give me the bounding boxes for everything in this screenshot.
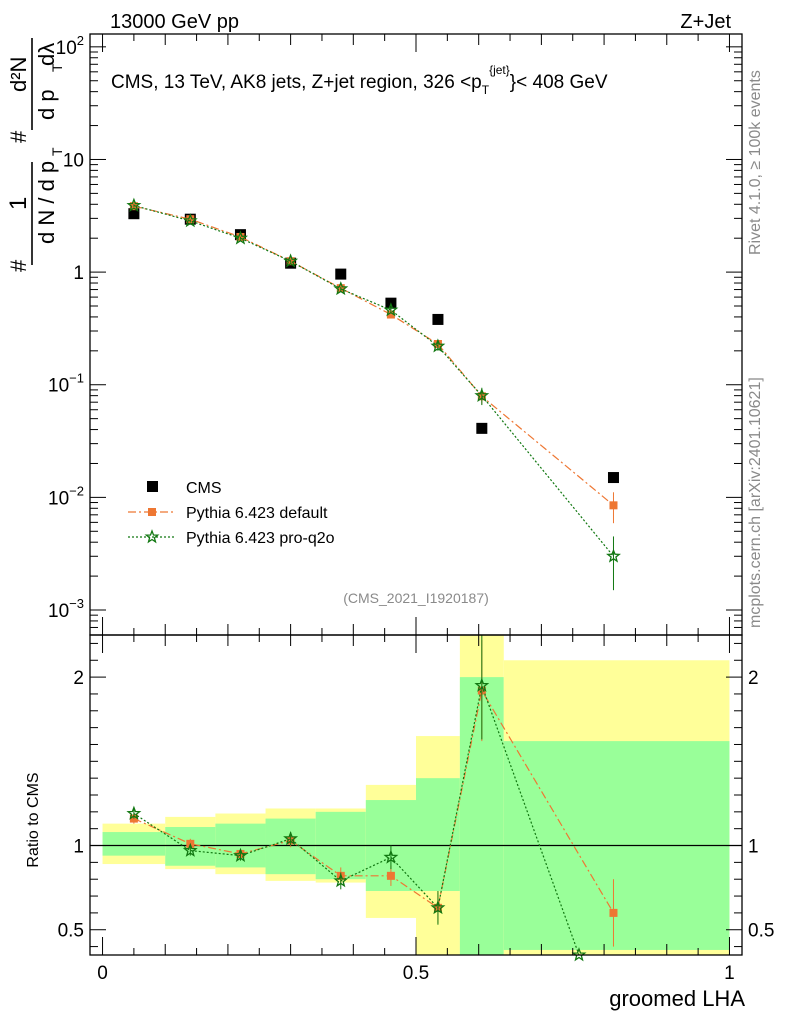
ylabel-numerator: d²N <box>6 57 31 92</box>
proq2o-ratio-point-2 <box>233 847 248 862</box>
ylabel-denominator: d N / d p <box>34 161 59 244</box>
cms-point-0 <box>128 208 140 220</box>
legend: CMS Pythia 6.423 default Pythia 6.423 pr… <box>128 480 335 547</box>
proq2o-top-point-2 <box>233 230 248 245</box>
ytick-label-top-1: 10−2 <box>48 483 84 509</box>
proq2o-top-point-6 <box>430 338 446 353</box>
header-right: Z+Jet <box>680 11 731 33</box>
ylabel-hash-2: # <box>6 130 31 143</box>
proq2o-top-line <box>133 204 614 557</box>
legend-marker-default <box>128 508 174 516</box>
ratio-uncertainty-bands <box>90 635 742 955</box>
default-ratio-point-8 <box>609 908 618 917</box>
proq2o-ratio-point-6 <box>430 899 446 915</box>
xtick-label-1: 0.5 <box>403 963 429 984</box>
proq2o-ratio-point-4 <box>333 873 349 888</box>
data-marks <box>126 197 621 962</box>
legend-label-cms: CMS <box>186 480 222 497</box>
proq2o-top-point-8 <box>606 548 621 563</box>
ylabel-one: 1 <box>5 197 32 210</box>
proq2o-ratio-point-7 <box>474 677 490 692</box>
ratio-ytick-label-right-1: 1 <box>748 837 759 858</box>
proq2o-top-point-4 <box>333 281 349 296</box>
ytick-label-top-2: 10−1 <box>48 371 84 397</box>
default-top-point-1 <box>186 215 195 224</box>
legend-square-default <box>148 508 156 516</box>
proq2o-ratio-point-3 <box>283 830 299 846</box>
ratio-ytick-label-left-0: 0.5 <box>58 921 84 942</box>
proq2o-ratio-point-5 <box>383 849 399 864</box>
ylabel-denominator-2: d p <box>34 89 59 120</box>
default-top-point-5 <box>386 310 395 319</box>
ratio-ytick-label-left-2: 2 <box>73 668 84 689</box>
xtick-label-2: 1 <box>724 963 735 984</box>
ytick-label-top-5: 102 <box>56 33 84 59</box>
proq2o-top-point-0 <box>126 197 142 212</box>
proq2o-ratio-point-0 <box>126 805 142 820</box>
legend-label-default: Pythia 6.423 default <box>186 505 328 522</box>
axes: 10−3 10−2 10−1 1 10 102 0.5 0.5 1 1 2 2 0 0.5 1 <box>48 33 774 984</box>
proq2o-ratio-point-1 <box>182 842 198 857</box>
legend-star-proq2o <box>144 529 160 544</box>
side-rivet: Rivet 4.1.0, ≥ 100k events <box>747 70 764 255</box>
ytick-label-top-0: 10−3 <box>48 596 84 622</box>
ytick-label-top-4: 10 <box>63 150 84 171</box>
proq2o-ratio-point-8 <box>571 947 587 962</box>
cms-point-7 <box>476 422 488 434</box>
analysis-watermark: (CMS_2021_I1920187) <box>343 590 489 606</box>
ratio-ytick-label-right-2: 2 <box>748 668 759 689</box>
proq2o-top-point-7 <box>474 387 490 402</box>
cms-point-8 <box>607 472 619 484</box>
default-top-point-8 <box>609 501 618 510</box>
cms-point-4 <box>335 268 347 280</box>
cms-point-6 <box>432 313 444 325</box>
ratio-ytick-label-left-1: 1 <box>73 837 84 858</box>
y-axis-title-top: # 1 d N / d p T # d²N d p T dλ <box>5 38 65 272</box>
proq2o-top-point-1 <box>182 213 198 228</box>
main-title: CMS, 13 TeV, AK8 jets, Z+jet region, 326… <box>111 63 608 97</box>
legend-marker-cms <box>147 481 158 492</box>
ylabel-hash-1: # <box>6 259 31 272</box>
ratio-ytick-label-right-0: 0.5 <box>748 921 774 942</box>
x-axis-title: groomed LHA <box>609 986 745 1011</box>
side-mcplots: mcplots.cern.ch [arXiv:2401.10621] <box>747 377 764 628</box>
legend-label-proq2o: Pythia 6.423 pro-q2o <box>186 530 335 547</box>
legend-marker-proq2o <box>128 529 174 544</box>
default-ratio-point-5 <box>386 871 395 880</box>
default-top-line <box>133 205 614 506</box>
ratio-y-axis-title: Ratio to CMS <box>25 772 42 867</box>
ylabel-sub-t1: T <box>49 147 65 156</box>
header-left: 13000 GeV pp <box>110 11 239 33</box>
proq2o-top-point-3 <box>283 253 299 268</box>
ylabel-lambda: dλ <box>34 43 59 66</box>
ytick-label-top-3: 1 <box>73 263 84 284</box>
xtick-label-0: 0 <box>97 963 108 984</box>
ylabel-sub-t2: T <box>49 63 65 72</box>
proq2o-top-point-5 <box>383 302 399 317</box>
band-inner-0 <box>102 832 166 856</box>
